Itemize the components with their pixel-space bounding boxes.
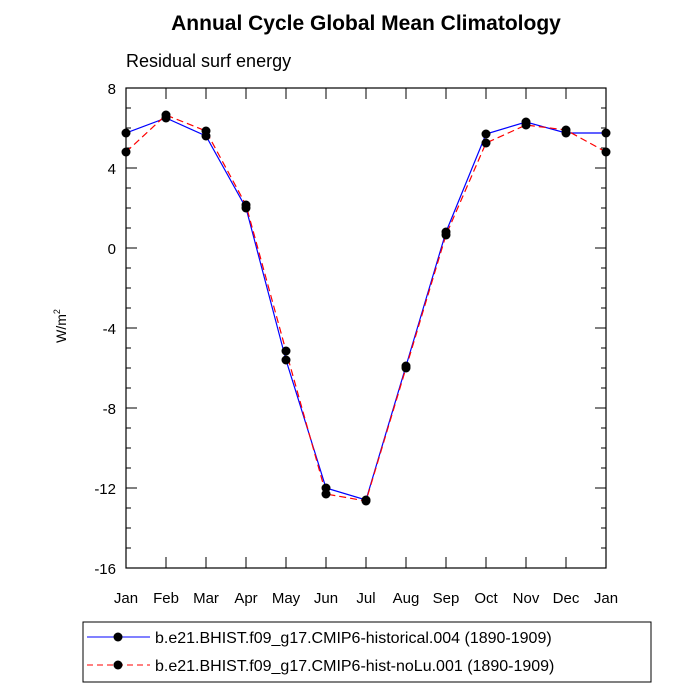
- data-point-series-1: [281, 346, 291, 356]
- y-tick-label: 4: [108, 161, 116, 178]
- x-tick-label: Apr: [234, 590, 257, 607]
- data-point-series-1: [241, 200, 251, 210]
- data-point-series-1: [361, 496, 371, 506]
- data-point-series-1: [321, 489, 331, 499]
- x-tick-label: Feb: [153, 590, 179, 607]
- y-axis-label-exponent: 2: [52, 309, 62, 314]
- y-tick-label: -16: [94, 561, 116, 578]
- data-point-series-1: [161, 110, 171, 120]
- legend-marker-historical: [113, 632, 123, 642]
- y-axis-label: W/m2: [52, 309, 69, 343]
- legend-marker-hist-nolu: [113, 660, 123, 670]
- series-line-1: [125, 114, 607, 502]
- plot-frame: [125, 87, 607, 569]
- x-tick-label: Jan: [114, 590, 138, 607]
- x-tick-label: Jan: [594, 590, 618, 607]
- data-point-series-0: [281, 355, 291, 365]
- chart-subtitle: Residual surf energy: [126, 51, 291, 71]
- x-tick-label: Dec: [553, 590, 580, 607]
- data-point-series-1: [401, 363, 411, 373]
- series-line-0: [125, 117, 606, 501]
- legend-box: [82, 621, 652, 683]
- data-point-series-1: [521, 120, 531, 130]
- x-tick-label: May: [272, 590, 301, 607]
- legend-label-hist-nolu: b.e21.BHIST.f09_g17.CMIP6-hist-noLu.001 …: [155, 658, 554, 675]
- data-point-series-1: [561, 125, 571, 135]
- x-tick-label: Oct: [474, 590, 498, 607]
- chart-title: Annual Cycle Global Mean Climatology: [171, 12, 561, 35]
- x-tick-label: Sep: [433, 590, 460, 607]
- x-tick-label: Aug: [393, 590, 420, 607]
- x-tick-label: Jul: [356, 590, 375, 607]
- x-tick-label: Nov: [513, 590, 540, 607]
- data-point-series-1: [441, 230, 451, 240]
- y-tick-label: 0: [108, 241, 116, 258]
- series-layer: [121, 110, 611, 506]
- legend: b.e21.BHIST.f09_g17.CMIP6-historical.004…: [82, 621, 652, 683]
- x-tick-label: Mar: [193, 590, 219, 607]
- legend-label-historical: b.e21.BHIST.f09_g17.CMIP6-historical.004…: [155, 630, 552, 647]
- x-tick-labels: Jan Feb Mar Apr May Jun Jul Aug Sep Oct Nov Dec Jan: [114, 590, 618, 607]
- y-tick-label: -8: [103, 401, 116, 418]
- x-tick-label: Jun: [314, 590, 338, 607]
- y-tick-label: -12: [94, 481, 116, 498]
- data-point-series-0: [481, 129, 491, 139]
- data-point-series-1: [201, 126, 211, 136]
- y-tick-labels: 8 4 0 -4 -8 -12 -16: [94, 81, 116, 578]
- y-tick-label: -4: [103, 321, 116, 338]
- y-axis-label-unit: W/m: [53, 314, 69, 343]
- y-tick-label: 8: [108, 81, 116, 98]
- data-point-series-1: [481, 138, 491, 148]
